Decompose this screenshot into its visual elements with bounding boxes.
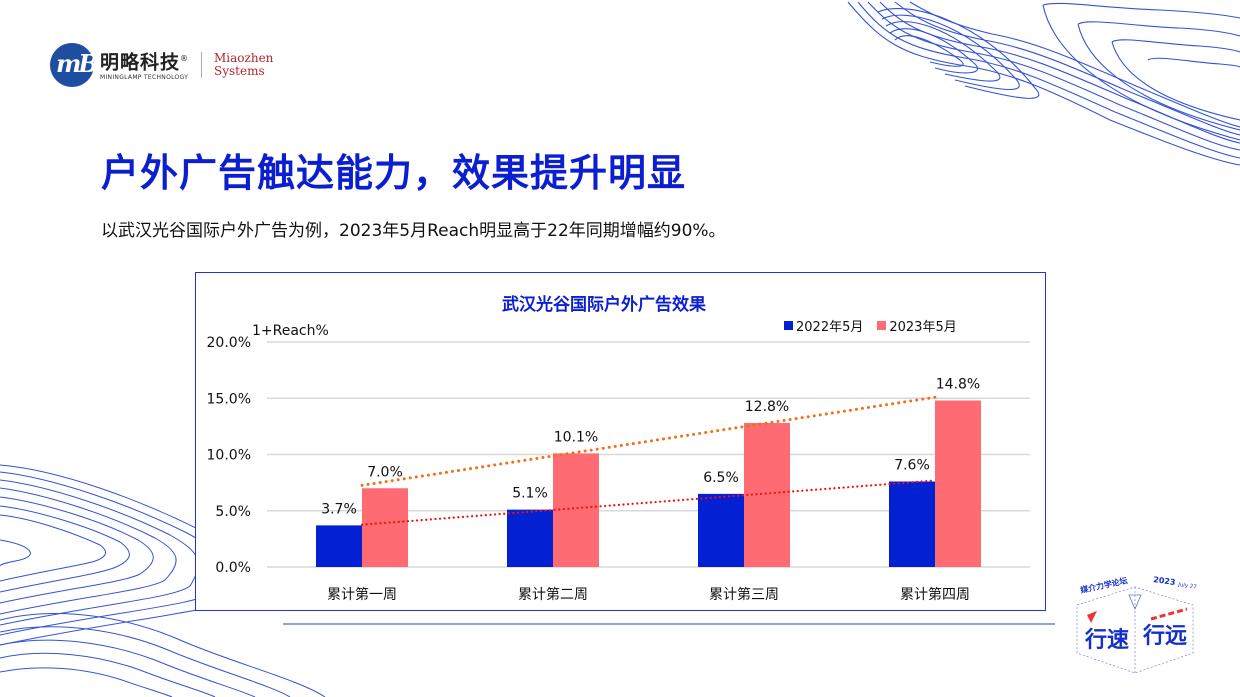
registered-mark: ® [180, 54, 190, 64]
y-tick-label: 10.0% [207, 448, 251, 464]
page-subtitle: 以武汉光谷国际户外广告为例，2023年5月Reach明显高于22年同期增幅约90… [101, 221, 726, 241]
data-label: 14.8% [936, 377, 980, 393]
triangle-icon [1128, 594, 1142, 611]
data-labels: 3.7% 7.0% 5.1% 10.1% 6.5% 12.8% 7.6% 14.8% [321, 377, 980, 518]
footer-divider [283, 623, 1055, 625]
chart-legend: 2022年5月 2023年5月 [784, 316, 971, 335]
y-tick-label: 0.0% [215, 560, 251, 576]
partner-name-line1: Miaozhen [214, 51, 274, 65]
badge-date: July 27 [1177, 582, 1198, 591]
badge-slogan-right: 行远 [1142, 623, 1187, 649]
trendline-2022 [360, 479, 937, 526]
badge-slogan-left: 行速 [1084, 627, 1129, 653]
y-tick-label: 5.0% [215, 504, 251, 520]
lightning-icon [1087, 611, 1097, 623]
x-tick-label: 累计第一周 [327, 586, 397, 603]
data-label: 5.1% [512, 486, 548, 502]
bar-2022 [507, 509, 553, 567]
bar-2022 [698, 493, 744, 567]
mininglamp-logo-icon: mB [50, 43, 99, 87]
bars [316, 400, 981, 567]
x-axis-ticks: 累计第一周 累计第二周 累计第三周 累计第四周 [327, 586, 970, 603]
legend-swatch-2022 [784, 321, 793, 330]
speed-stripes-icon [1150, 607, 1188, 621]
chart-title: 武汉光谷国际户外广告效果 [502, 295, 706, 315]
data-label: 7.0% [367, 464, 403, 480]
bar-2023 [553, 453, 599, 567]
bar-2022 [889, 481, 935, 567]
x-tick-label: 累计第二周 [518, 586, 588, 603]
x-tick-label: 累计第三周 [709, 586, 779, 603]
legend-label-2022: 2022年5月 [796, 320, 864, 335]
y-axis-label: 1+Reach% [252, 323, 329, 339]
data-label: 10.1% [554, 429, 598, 445]
event-badge: 媒介力学论坛 2023 July 27 行速 行远 [1076, 575, 1198, 674]
data-label: 7.6% [894, 458, 930, 474]
partner-logo: Miaozhen Systems [214, 52, 273, 78]
legend-item-2023: 2023年5月 [877, 316, 957, 335]
page-title: 户外广告触达能力，效果提升明显 [101, 151, 687, 195]
legend-label-2023: 2023年5月 [889, 320, 957, 335]
bar-2022 [316, 525, 362, 567]
y-tick-label: 20.0% [207, 335, 251, 351]
legend-item-2022: 2022年5月 [784, 316, 863, 335]
trendline-2023 [360, 395, 937, 487]
y-tick-label: 15.0% [207, 391, 251, 407]
data-label: 12.8% [745, 399, 789, 415]
x-tick-label: 累计第四周 [900, 586, 970, 603]
legend-swatch-2023 [877, 321, 887, 330]
company-name-cn: 明略科技 [100, 51, 181, 74]
data-label: 3.7% [321, 501, 357, 517]
company-name-en: MININGLAMP TECHNOLOGY [100, 73, 189, 81]
bar-2023 [935, 400, 981, 567]
badge-year: 2023 [1153, 575, 1176, 587]
y-axis-ticks: 0.0% 5.0% 10.0% 15.0% 20.0% [207, 335, 251, 576]
partner-name-line2: Systems [214, 64, 265, 78]
badge-forum-label: 媒介力学论坛 [1078, 575, 1128, 595]
brand-logo: mB 明略科技® MININGLAMP TECHNOLOGY Miaozhen … [50, 42, 273, 88]
company-name: 明略科技® MININGLAMP TECHNOLOGY [100, 48, 189, 81]
data-label: 6.5% [703, 470, 739, 486]
logo-divider [201, 52, 203, 78]
trendlines [360, 395, 937, 526]
bar-2023 [362, 488, 408, 567]
